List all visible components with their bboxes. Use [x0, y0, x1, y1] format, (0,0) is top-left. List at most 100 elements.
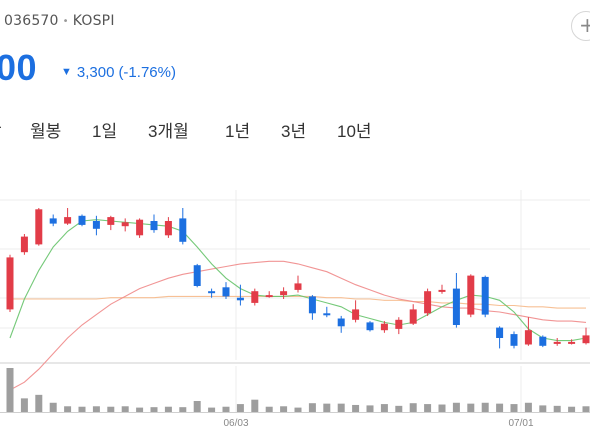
tab-3months[interactable]: 3개월 — [148, 122, 189, 141]
volume-bar — [438, 404, 446, 412]
candle-down — [481, 276, 489, 315]
volume-bar — [136, 407, 144, 412]
market-name: KOSPI — [72, 13, 115, 29]
candle-down — [323, 313, 331, 316]
candle-up — [121, 222, 129, 227]
volume-bar — [352, 404, 360, 412]
candle-up — [64, 217, 72, 224]
x-tick-label: 07/01 — [508, 418, 533, 429]
candle-up — [251, 291, 259, 303]
current-price: 00 — [0, 47, 38, 88]
tab-3years[interactable]: 3년 — [281, 122, 307, 141]
candle-up — [6, 257, 14, 310]
price-chart[interactable]: 06/03 07/01 — [0, 190, 590, 442]
ma60-line — [10, 295, 586, 309]
volume-bar — [409, 403, 417, 412]
period-tabs: - 월봉 1일 3개월 1년 3년 10년 — [0, 117, 590, 141]
candle-down — [510, 334, 518, 346]
candle-up — [568, 341, 576, 344]
volume-bar — [452, 402, 460, 412]
down-arrow-icon: ▼ — [61, 66, 72, 78]
volume-bar — [121, 406, 129, 412]
candle-up — [107, 217, 115, 225]
volume-bar — [395, 405, 403, 412]
candle-up — [20, 236, 28, 253]
volume-bar — [222, 406, 230, 412]
tab-1year[interactable]: 1년 — [225, 122, 251, 141]
volume-bar — [510, 404, 518, 412]
separator-dot: • — [62, 16, 69, 27]
volume-bar — [150, 407, 158, 412]
add-stock-button[interactable]: + — [571, 11, 590, 41]
volume-bar — [179, 407, 187, 412]
volume-bar — [280, 406, 288, 412]
volume-bar — [380, 404, 388, 412]
candle-down — [222, 287, 230, 297]
candle-down — [236, 297, 244, 301]
candle-up — [265, 295, 273, 298]
candle-up — [424, 291, 432, 314]
volume-bar — [193, 401, 201, 412]
volume-bar — [568, 406, 576, 412]
volume-bar — [6, 368, 14, 412]
candle-down — [150, 221, 158, 231]
volume-bar — [496, 403, 504, 412]
x-tick-label: 06/03 — [223, 418, 248, 429]
candle-up — [395, 319, 403, 329]
volume-bar — [481, 402, 489, 412]
candle-up — [524, 330, 532, 345]
tab-10years[interactable]: 10년 — [337, 122, 372, 141]
candle-up — [438, 289, 446, 292]
volume-bar — [539, 405, 547, 412]
stock-code: 036570 — [4, 13, 59, 29]
volume-bar — [78, 406, 86, 412]
candle-down — [193, 265, 201, 286]
volume-bar — [35, 394, 43, 412]
candle-up — [352, 309, 360, 320]
candle-up — [467, 275, 475, 315]
candle-up — [553, 341, 561, 344]
candle-down — [49, 218, 57, 224]
volume-bar — [553, 405, 561, 412]
volume-bar — [49, 402, 57, 412]
candle-up — [380, 323, 388, 331]
candle-down — [78, 215, 86, 225]
candle-down — [92, 221, 100, 229]
volume-bar — [308, 403, 316, 412]
tab-prev[interactable]: - — [0, 117, 2, 137]
candle-down — [337, 318, 345, 327]
volume-bar — [582, 406, 590, 412]
candle-up — [164, 221, 172, 236]
candle-up — [136, 219, 144, 236]
volume-bar — [424, 404, 432, 412]
volume-bar — [366, 405, 374, 412]
change-percent: (-1.76%) — [118, 64, 176, 81]
volume-bar — [164, 406, 172, 412]
ma20-line — [9, 260, 587, 391]
volume-bar — [251, 399, 259, 412]
volume-bar — [107, 406, 115, 412]
candle-down — [179, 218, 187, 242]
volume-bar — [265, 406, 273, 412]
volume-bar — [236, 404, 244, 412]
candle-up — [582, 335, 590, 344]
volume-bar — [294, 407, 302, 412]
volume-bar — [337, 403, 345, 412]
volume-bar — [92, 406, 100, 412]
volume-bar — [524, 402, 532, 412]
candle-down — [308, 296, 316, 314]
tab-monthly[interactable]: 월봉 — [30, 122, 62, 141]
volume-bar — [323, 403, 331, 412]
stock-code-line: 036570 • KOSPI — [4, 13, 115, 29]
volume-bar — [208, 407, 216, 412]
candle-down — [539, 336, 547, 346]
candle-up — [409, 309, 417, 324]
change-amount: 3,300 — [76, 64, 115, 81]
candle-down — [208, 291, 216, 294]
tab-1day[interactable]: 1일 — [92, 122, 118, 141]
price-change: ▼ 3,300 (-1.76%) — [61, 64, 176, 81]
candle-down — [496, 327, 504, 338]
volume-bar — [467, 403, 475, 412]
volume-bar — [20, 398, 28, 412]
candle-down — [452, 288, 460, 325]
